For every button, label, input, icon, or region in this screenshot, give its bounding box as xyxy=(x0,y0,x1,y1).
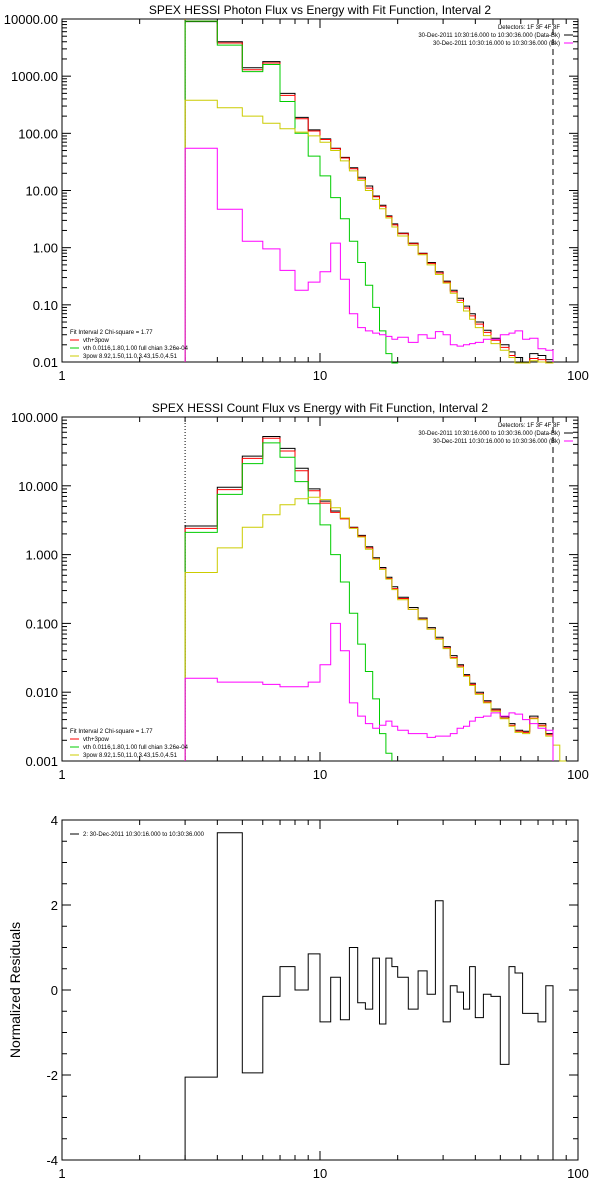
plot-frame xyxy=(61,18,579,363)
y-tick-label: 0.001 xyxy=(25,754,58,769)
legend-entry: 30-Dec-2011 10:30:16.000 to 10:30:36.000… xyxy=(418,33,560,39)
y-tick-label: 4 xyxy=(51,813,58,828)
x-tick-label: 10 xyxy=(313,368,327,383)
axis-ticks: 1 10 100 0.01 0.10 1.00 10.00 100.00 1000.00 1000… xyxy=(4,12,589,383)
photon-flux-panel: SPEX HESSI Photon Flux vs Energy with Fi… xyxy=(4,3,589,383)
x-tick-label: 10 xyxy=(313,1166,327,1181)
series-group xyxy=(184,20,554,364)
legend-entry: Detectors: 1F 3F 4F 8F xyxy=(498,25,560,31)
series-group xyxy=(184,436,567,762)
x-tick-label: 1 xyxy=(58,1166,65,1181)
y-tick-label: -4 xyxy=(46,1153,58,1168)
series-30-dec-2011-10-30-16-000-to-10-30-36-000-data-bk-line xyxy=(184,436,554,761)
series-2-30-dec-2011-10-30-16-000-to-10-30-36-000-line xyxy=(184,832,554,1160)
legend-bottom-left: Fit Interval 2 Chi-square = 1.77 vth+3pow… xyxy=(70,729,189,759)
legend-entry: vth+3pow xyxy=(83,338,110,344)
x-tick-label: 100 xyxy=(567,368,589,383)
chart-title: SPEX HESSI Count Flux vs Energy with Fit… xyxy=(152,401,488,415)
x-tick-label: 100 xyxy=(567,1166,589,1181)
legend-entry: 3pow 8.92,1.50,11.0,3.43,15.0,4.51 xyxy=(83,753,178,759)
legend-entry: vth 0.0116,1.80,1.00 full chian 3.26e-04 xyxy=(83,745,189,751)
series-vth-0-0116-1-80-1-00-full-chian-3-26e-04-line xyxy=(184,20,399,364)
y-tick-label: 10.000 xyxy=(18,479,58,494)
series-30-dec-2011-10-30-16-000-to-10-30-36-000-bk-line xyxy=(184,147,554,362)
y-tick-label: 10.00 xyxy=(25,184,58,199)
y-tick-label: 100.00 xyxy=(18,126,58,141)
x-tick-label: 1 xyxy=(58,767,65,782)
series-vth-3pow-line xyxy=(184,20,554,364)
x-tick-label: 100 xyxy=(567,767,589,782)
y-tick-label: 100.000 xyxy=(11,410,58,425)
y-tick-label: 1.000 xyxy=(25,548,58,563)
legend-top-right: Detectors: 1F 3F 4F 8F 30-Dec-2011 10:30:… xyxy=(418,25,573,47)
y-tick-label: 0 xyxy=(51,983,58,998)
y-tick-label: 1000.00 xyxy=(11,69,58,84)
y-tick-label: 0.100 xyxy=(25,616,58,631)
series-vth-0-0116-1-80-1-00-full-chian-3-26e-04-line xyxy=(184,442,393,761)
y-tick-label: 0.01 xyxy=(33,355,58,370)
series-3pow-8-92-1-50-11-0-3-43-15-0-4-51-line xyxy=(184,99,554,364)
count-flux-panel: SPEX HESSI Count Flux vs Energy with Fit… xyxy=(11,401,589,782)
legend-bottom-left: Fit Interval 2 Chi-square = 1.77 vth+3pow… xyxy=(70,330,189,360)
y-tick-label: 0.010 xyxy=(25,685,58,700)
y-tick-label: 0.10 xyxy=(33,298,58,313)
y-axis-label: Normalized Residuals xyxy=(7,922,23,1058)
y-tick-label: 10000.00 xyxy=(4,12,58,27)
legend-entry: vth+3pow xyxy=(83,737,110,743)
y-tick-label: 2 xyxy=(51,898,58,913)
series-30-dec-2011-10-30-16-000-to-10-30-36-000-bk-line xyxy=(184,622,554,761)
legend-entry: 2: 30-Dec-2011 10:30:16.000 to 10:30:36.… xyxy=(83,832,205,838)
legend-entry: vth 0.0116,1.80,1.00 full chian 3.26e-04 xyxy=(83,346,189,352)
x-tick-label: 10 xyxy=(313,767,327,782)
legend-entry: Fit Interval 2 Chi-square = 1.77 xyxy=(70,729,153,735)
legend-entry: 30-Dec-2011 10:30:16.000 to 10:30:36.000… xyxy=(433,41,560,47)
residuals-panel: Normalized Residuals 1 10 100 -4 -2 0 2 4 2: 30… xyxy=(7,813,589,1181)
legend-entry: 30-Dec-2011 10:30:16.000 to 10:30:36.000… xyxy=(418,431,560,437)
x-tick-label: 1 xyxy=(58,368,65,383)
series-30-dec-2011-10-30-16-000-to-10-30-36-000-data-bk-line xyxy=(184,21,554,364)
series-3pow-8-92-1-50-11-0-3-43-15-0-4-51-line xyxy=(184,496,567,762)
axis-ticks: 1 10 100 0.001 0.010 0.100 1.000 10.000 100.000 xyxy=(11,410,589,782)
legend-top-left: 2: 30-Dec-2011 10:30:16.000 to 10:30:36.… xyxy=(70,832,205,838)
legend-entry: Detectors: 1F 3F 4F 8F xyxy=(498,423,560,429)
legend-entry: Fit Interval 2 Chi-square = 1.77 xyxy=(70,330,153,336)
legend-entry: 3pow 8.92,1.50,11.0,3.43,15.0,4.51 xyxy=(83,354,178,360)
chart-title: SPEX HESSI Photon Flux vs Energy with Fi… xyxy=(149,3,491,17)
series-group xyxy=(184,832,554,1160)
y-tick-label: -2 xyxy=(46,1068,58,1083)
legend-top-right: Detectors: 1F 3F 4F 8F 30-Dec-2011 10:30:… xyxy=(418,423,573,445)
y-tick-label: 1.00 xyxy=(33,241,58,256)
legend-entry: 30-Dec-2011 10:30:16.000 to 10:30:36.000… xyxy=(433,439,560,445)
axis-ticks: 1 10 100 -4 -2 0 2 4 xyxy=(46,813,588,1181)
